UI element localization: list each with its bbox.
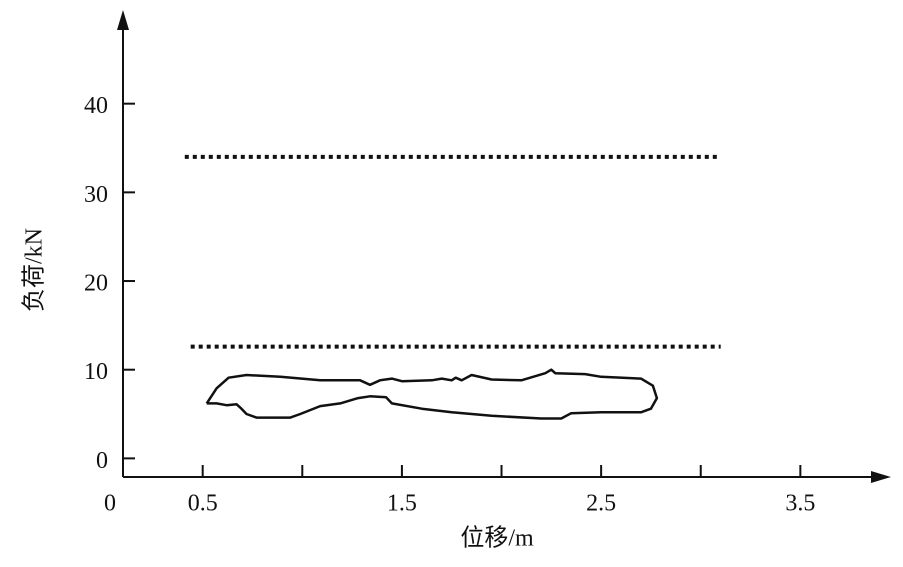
x-tick-label: 0.5	[188, 491, 218, 517]
origin-label: 0	[104, 491, 116, 517]
load-curve	[205, 368, 659, 420]
y-axis-label: 负荷/kN	[21, 228, 48, 312]
y-tick-label: 10	[84, 359, 108, 385]
y-tick-label: 40	[84, 93, 108, 119]
x-tick-label: 1.5	[387, 491, 417, 517]
x-tick-label: 2.5	[586, 491, 616, 517]
x-tick-label: 3.5	[785, 491, 815, 517]
x-axis-arrow	[871, 471, 891, 483]
y-tick-label: 30	[84, 182, 108, 208]
x-axis-label: 位移/m	[460, 525, 534, 552]
y-tick-label: 0	[96, 448, 108, 474]
y-tick-label: 20	[84, 271, 108, 297]
y-axis-arrow	[117, 10, 129, 30]
